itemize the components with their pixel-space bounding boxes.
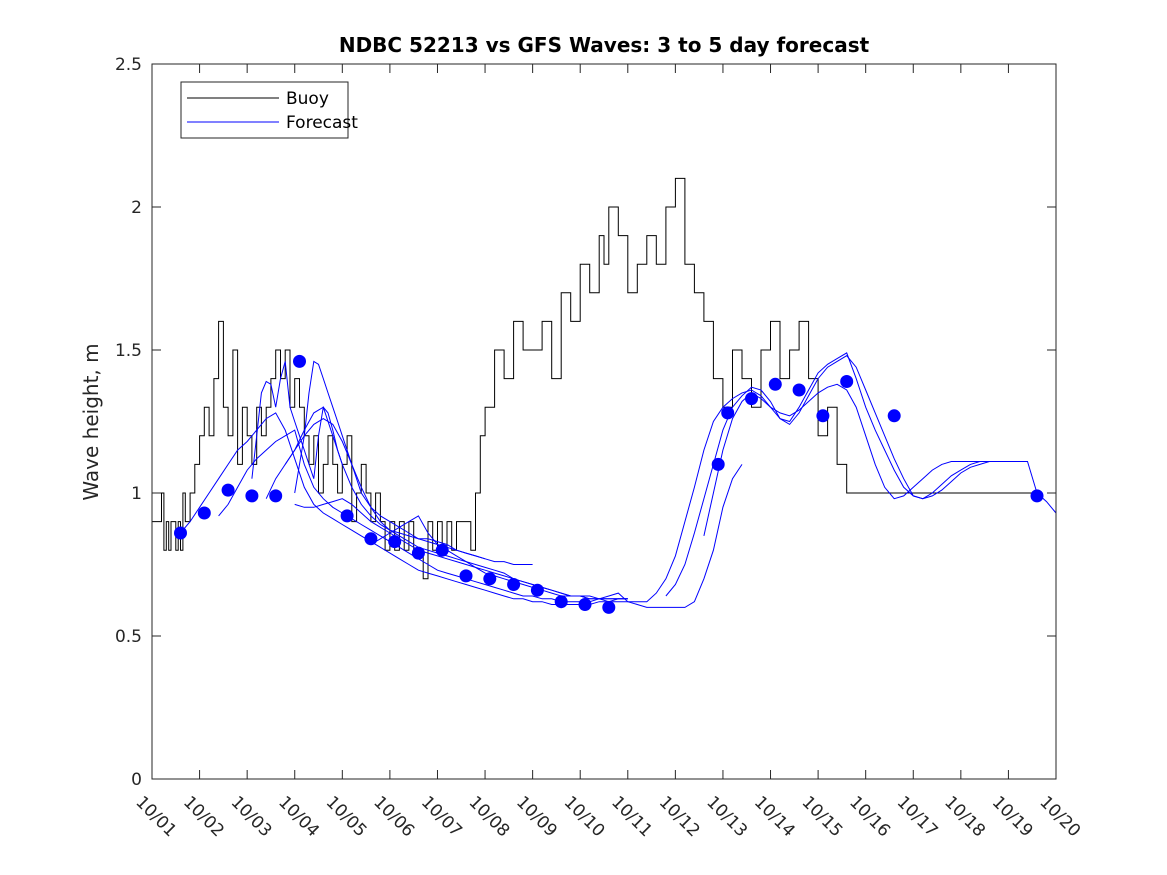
legend: Buoy Forecast	[180, 81, 358, 139]
forecast-line-4	[265, 418, 628, 600]
forecast-point	[792, 383, 806, 397]
legend-box	[180, 81, 349, 139]
y-tick-label: 1.5	[115, 341, 142, 361]
forecast-point	[840, 375, 854, 388]
forecast-line-10	[703, 352, 1009, 537]
forecast-point	[340, 509, 354, 523]
forecast-point	[711, 457, 725, 471]
forecast-point	[1030, 489, 1044, 503]
y-axis-label: Wave height, m	[79, 343, 103, 500]
forecast-point	[293, 354, 306, 368]
x-tick-label: 10/13	[702, 792, 751, 841]
x-tick-label: 10/18	[940, 792, 989, 841]
forecast-point	[507, 578, 521, 591]
forecast-point	[364, 532, 378, 546]
x-tick-label: 10/09	[512, 792, 561, 841]
y-tick-label: 0	[131, 770, 142, 790]
forecast-point	[245, 489, 259, 503]
forecast-point	[887, 409, 901, 423]
x-tick-label: 10/15	[798, 792, 847, 841]
forecast-point	[768, 377, 782, 391]
forecast-point	[578, 598, 592, 611]
forecast-point	[388, 535, 402, 549]
forecast-point	[221, 483, 235, 497]
forecast-line-3	[251, 361, 343, 479]
y-tick-label: 1	[131, 484, 142, 504]
x-tick-label: 10/16	[845, 792, 894, 841]
forecast-point	[483, 572, 497, 586]
x-tick-label: 10/10	[560, 792, 609, 841]
forecast-line-9	[665, 355, 1028, 597]
forecast-point	[554, 595, 568, 609]
y-tick-label: 2.5	[115, 55, 142, 75]
x-tick-label: 10/03	[227, 792, 276, 841]
x-tick-label: 10/08	[465, 792, 514, 841]
axes: 00.511.522.510/0110/0210/0310/0410/0510/…	[115, 55, 1084, 841]
chart-title: NDBC 52213 vs GFS Waves: 3 to 5 day fore…	[339, 33, 870, 57]
legend-forecast-label: Forecast	[286, 113, 358, 133]
x-tick-label: 10/11	[607, 792, 656, 841]
x-tick-label: 10/06	[369, 792, 418, 841]
forecast-point	[435, 543, 449, 557]
forecast-point	[174, 526, 187, 540]
forecast-point	[197, 506, 211, 520]
forecast-point	[269, 489, 283, 503]
x-tick-label: 10/07	[417, 792, 466, 841]
x-tick-label: 10/17	[893, 792, 942, 841]
y-tick-label: 2	[131, 198, 142, 218]
x-tick-label: 10/12	[655, 792, 704, 841]
forecast-point	[602, 600, 616, 614]
forecast-point	[530, 583, 544, 597]
forecast-point	[459, 569, 473, 583]
x-tick-label: 10/14	[750, 792, 799, 841]
forecast-line-5	[284, 406, 533, 565]
x-tick-label: 10/05	[322, 792, 371, 841]
buoy-series-line	[152, 177, 1037, 580]
x-tick-label: 10/20	[1035, 792, 1084, 841]
plot-area	[152, 177, 1057, 614]
legend-buoy-label: Buoy	[286, 89, 329, 109]
x-tick-label: 10/01	[131, 792, 180, 841]
forecast-point	[721, 406, 735, 420]
forecast-line-1	[180, 412, 628, 605]
forecast-line-2	[218, 429, 743, 608]
axes-box	[151, 63, 1057, 780]
forecast-point	[745, 392, 758, 406]
forecast-line-8	[370, 383, 1057, 603]
x-tick-label: 10/02	[179, 792, 228, 841]
y-tick-label: 0.5	[115, 627, 142, 647]
forecast-point	[411, 546, 425, 560]
forecast-point	[816, 409, 830, 423]
x-tick-label: 10/19	[988, 792, 1037, 841]
x-tick-label: 10/04	[274, 792, 323, 841]
